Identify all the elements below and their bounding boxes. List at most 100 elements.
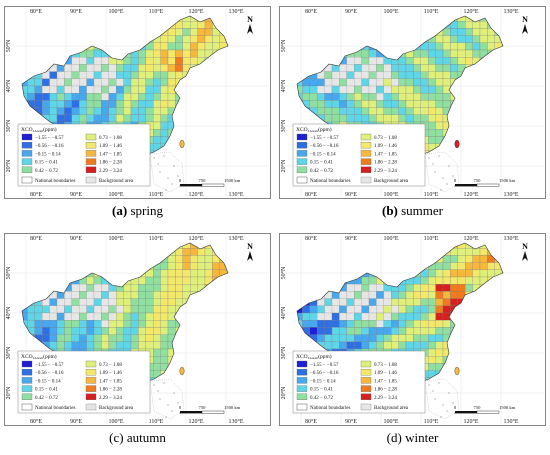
anomaly-cell (331, 100, 340, 108)
anomaly-cell (413, 327, 421, 335)
anomaly-cell (160, 356, 169, 364)
anomaly-cell (167, 78, 176, 87)
background-cell (346, 57, 355, 65)
anomaly-cell (442, 42, 451, 51)
anomaly-cell (435, 320, 444, 328)
anomaly-cell (64, 334, 72, 342)
anomaly-cell (391, 291, 399, 299)
legend-label: 0.42 − 0.72 (35, 396, 58, 401)
anomaly-cell (212, 35, 220, 43)
anomaly-cell (450, 42, 458, 51)
anomaly-cell (405, 312, 414, 321)
anomaly-cell (153, 121, 161, 130)
anomaly-cell (442, 305, 451, 314)
anomaly-cell (190, 248, 198, 256)
background-cell (376, 284, 384, 292)
anomaly-cell (413, 85, 421, 94)
anomaly-cell (86, 114, 95, 123)
anomaly-cell (71, 320, 80, 328)
background-cell (79, 57, 87, 65)
north-arrow-icon (522, 251, 528, 261)
legend-swatch (296, 166, 308, 173)
legend-swatch (296, 377, 308, 384)
anomaly-cell (428, 121, 436, 130)
anomaly-cell (413, 64, 421, 72)
island-taiwan (454, 139, 460, 149)
anomaly-cell (138, 71, 146, 79)
anomaly-cell (71, 93, 80, 101)
background-cell (368, 291, 377, 299)
anomaly-cell (383, 334, 392, 342)
anomaly-cell (138, 305, 146, 314)
scale-segment (180, 411, 202, 414)
anomaly-cell (160, 100, 169, 108)
anomaly-cell (376, 327, 384, 335)
anomaly-cell (428, 269, 436, 278)
anomaly-cell (34, 78, 43, 87)
anomaly-cell (420, 100, 429, 108)
panel-caption: (c) autumn (109, 430, 166, 445)
anomaly-cell (428, 348, 436, 357)
anomaly-cell (190, 276, 198, 285)
anomaly-cell (428, 107, 436, 115)
anomaly-cell (42, 93, 50, 101)
anomaly-cell (101, 114, 109, 123)
anomaly-cell (428, 320, 436, 328)
anomaly-cell (391, 327, 399, 335)
legend-box (17, 350, 151, 414)
background-cell (324, 85, 333, 94)
anomaly-cell (398, 320, 407, 328)
latitude-label: 30°N (5, 119, 12, 132)
anomaly-cell (391, 341, 399, 350)
anomaly-cell (420, 114, 429, 123)
background-cell (86, 85, 95, 94)
north-arrow-icon (247, 24, 253, 34)
anomaly-cell (376, 291, 384, 299)
legend-label: 0.15 − 0.41 (35, 388, 58, 393)
anomaly-cell (420, 107, 429, 115)
background-cell (361, 64, 370, 72)
background-cell (383, 64, 392, 72)
background-cell (64, 85, 72, 94)
anomaly-cell (361, 284, 370, 292)
background-cell (368, 78, 377, 87)
anomaly-cell (204, 21, 213, 29)
scale-segment (180, 184, 202, 187)
anomaly-cell (130, 284, 139, 292)
anomaly-cell (160, 114, 169, 123)
background-cell (71, 85, 80, 94)
anomaly-cell (413, 312, 421, 321)
background-cell (56, 78, 65, 87)
anomaly-cell (182, 57, 191, 65)
longitude-label: 100°E (383, 235, 398, 242)
anomaly-cell (101, 85, 109, 94)
anomaly-cell (138, 49, 146, 58)
anomaly-cell (391, 298, 399, 306)
legend-background-swatch (85, 403, 97, 411)
anomaly-cell (391, 100, 399, 108)
anomaly-cell (49, 100, 58, 108)
legend-boundary-label: National boundaries (35, 179, 75, 184)
anomaly-cell (123, 320, 132, 328)
anomaly-cell (331, 93, 340, 101)
legend-background-swatch (85, 176, 97, 184)
anomaly-cell (368, 100, 377, 108)
anomaly-cell (34, 85, 43, 94)
anomaly-cell (130, 327, 139, 335)
anomaly-cell (413, 107, 421, 115)
legend-swatch (296, 393, 308, 400)
anomaly-cell (398, 312, 407, 321)
background-cell (86, 291, 95, 299)
anomaly-cell (442, 93, 451, 101)
anomaly-cell (368, 320, 377, 328)
scale-bar: 0 750 1500 km (454, 405, 516, 414)
panel-caption: (d) winter (386, 430, 439, 445)
anomaly-cell (86, 107, 95, 115)
anomaly-cell (302, 312, 310, 321)
anomaly-cell (405, 334, 414, 342)
anomaly-cell (368, 49, 377, 58)
legend-label: 1.47 − 1.85 (99, 152, 122, 157)
anomaly-cell (317, 327, 325, 335)
north-label: N (522, 15, 528, 24)
anomaly-cell (346, 334, 355, 342)
